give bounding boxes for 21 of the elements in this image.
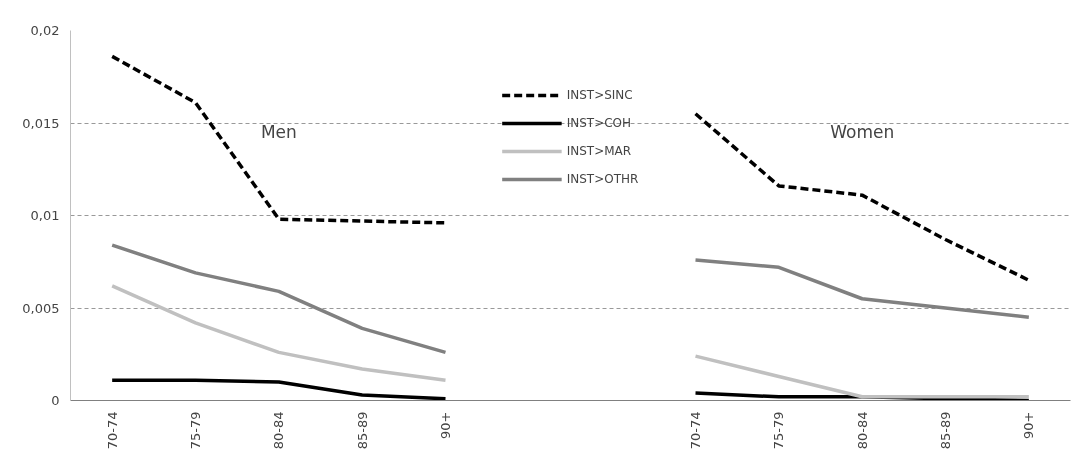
legend-label: INST>OTHR: [566, 172, 639, 186]
legend-label: INST>SINC: [566, 88, 633, 102]
y-tick-label: 0,02: [30, 23, 60, 38]
x-tick-label: 90+: [438, 411, 453, 439]
y-tick-label: 0: [51, 393, 60, 408]
y-tick-label: 0,01: [30, 208, 60, 223]
legend-label: INST>MAR: [566, 144, 632, 158]
y-tick-label: 0,015: [22, 115, 60, 131]
x-tick-label: 85-89: [938, 411, 953, 450]
x-tick-label: 75-79: [188, 411, 203, 450]
annotation: Women: [830, 121, 895, 142]
x-tick-label: 80-84: [271, 411, 287, 450]
x-tick-label: 90+: [1021, 411, 1037, 439]
x-tick-label: 70-74: [104, 411, 120, 450]
y-tick-label: 0,005: [22, 300, 60, 316]
x-tick-label: 80-84: [854, 411, 870, 450]
annotation: Men: [260, 121, 297, 142]
legend-label: INST>COH: [566, 116, 632, 130]
x-tick-label: 85-89: [354, 411, 370, 450]
x-tick-label: 70-74: [688, 411, 703, 450]
x-tick-label: 75-79: [771, 411, 787, 450]
